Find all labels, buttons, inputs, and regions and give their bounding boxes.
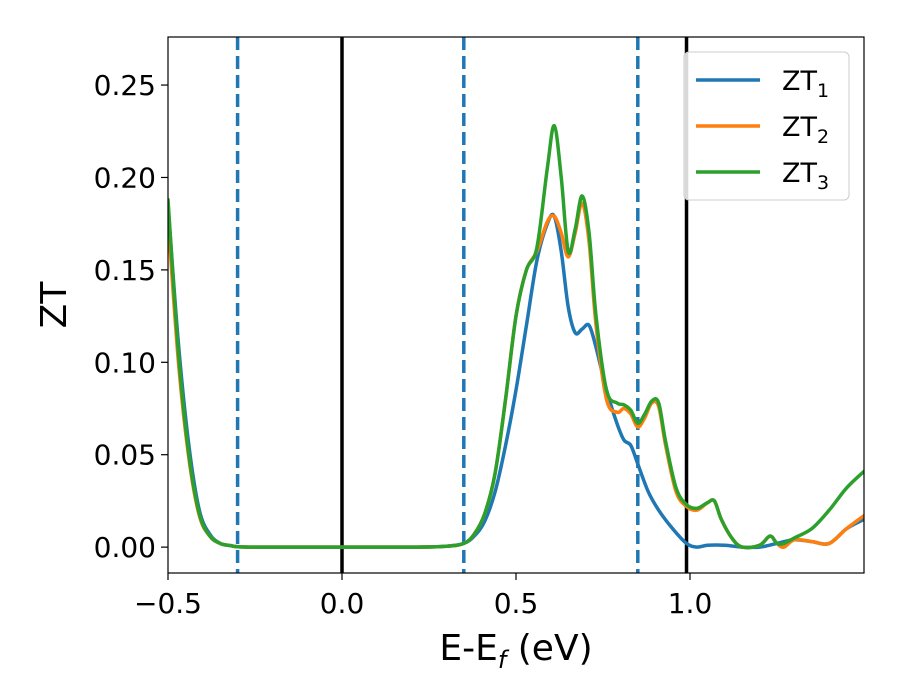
x-tick-label: 0.5 xyxy=(494,587,539,620)
x-axis-label: E-Ef (eV) xyxy=(439,628,592,674)
x-axis: −0.5 0.0 0.5 1.0 xyxy=(134,573,712,620)
x-tick-label: 0.0 xyxy=(320,587,365,620)
y-tick-label: 0.05 xyxy=(94,439,156,472)
reference-lines xyxy=(235,37,689,573)
legend-label: ZT1 xyxy=(782,66,829,102)
series-lines xyxy=(168,123,864,550)
y-tick-label: 0.25 xyxy=(94,69,156,102)
y-tick-label: 0.10 xyxy=(94,346,156,379)
y-tick-label: 0.15 xyxy=(94,254,156,287)
y-axis-label: ZT xyxy=(34,281,75,329)
legend-label: ZT2 xyxy=(782,112,829,148)
x-tick-label: −0.5 xyxy=(134,587,202,620)
y-tick-label: 0.00 xyxy=(94,531,156,564)
y-axis: 0.00 0.05 0.10 0.15 0.20 0.25 xyxy=(94,69,168,564)
series-line-zt3 xyxy=(168,123,864,550)
y-tick-label: 0.20 xyxy=(94,161,156,194)
legend: ZT1 ZT2 ZT3 xyxy=(683,51,850,201)
series-line-zt2 xyxy=(168,201,864,550)
x-tick-label: 1.0 xyxy=(668,587,713,620)
legend-box xyxy=(683,51,850,201)
legend-label: ZT3 xyxy=(782,158,829,194)
series-line-zt1 xyxy=(168,203,864,550)
